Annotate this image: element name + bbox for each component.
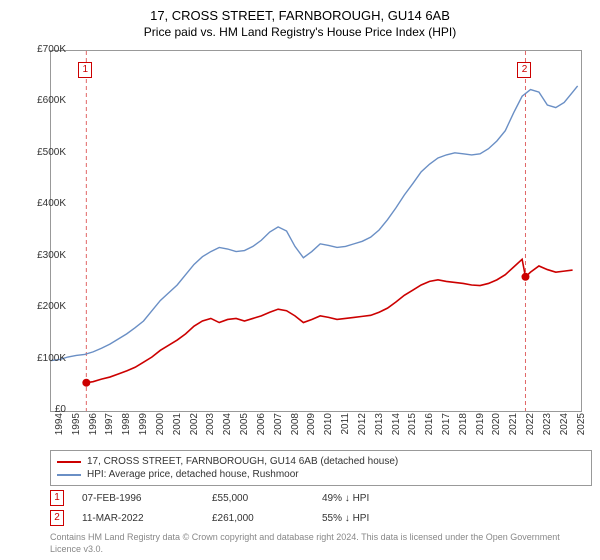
x-axis-label: 2004	[222, 413, 233, 443]
x-axis-label: 2012	[357, 413, 368, 443]
x-axis-label: 2025	[576, 413, 587, 443]
x-axis-label: 2017	[441, 413, 452, 443]
x-axis-label: 2007	[273, 413, 284, 443]
x-axis-label: 2018	[458, 413, 469, 443]
series-hpi	[51, 86, 578, 361]
data-point-marker	[521, 273, 529, 281]
transaction-row: 1 07-FEB-1996£55,00049% ↓ HPI	[50, 490, 580, 506]
transaction-date: 07-FEB-1996	[82, 493, 212, 504]
x-axis-label: 2020	[491, 413, 502, 443]
x-axis-label: 1996	[88, 413, 99, 443]
marker-box: 2	[50, 510, 64, 526]
x-axis-label: 2009	[306, 413, 317, 443]
series-price_paid	[86, 259, 572, 382]
x-axis-label: 2024	[559, 413, 570, 443]
transaction-hpi-delta: 55% ↓ HPI	[322, 513, 472, 524]
transaction-price: £261,000	[212, 513, 322, 524]
x-axis-label: 2005	[239, 413, 250, 443]
x-axis-label: 2010	[323, 413, 334, 443]
x-axis-label: 2021	[508, 413, 519, 443]
x-axis-label: 1997	[104, 413, 115, 443]
x-axis-label: 2006	[256, 413, 267, 443]
legend-swatch	[57, 461, 81, 463]
footnote: Contains HM Land Registry data © Crown c…	[50, 532, 570, 555]
x-axis-label: 1995	[71, 413, 82, 443]
x-axis-label: 2022	[525, 413, 536, 443]
y-axis-label: £500K	[18, 147, 66, 158]
x-axis-label: 2000	[155, 413, 166, 443]
y-axis-label: £200K	[18, 301, 66, 312]
x-axis-label: 1998	[121, 413, 132, 443]
x-axis-label: 2001	[172, 413, 183, 443]
x-axis-label: 2023	[542, 413, 553, 443]
x-axis-label: 2008	[290, 413, 301, 443]
transaction-price: £55,000	[212, 493, 322, 504]
x-axis-label: 2002	[189, 413, 200, 443]
y-axis-label: £300K	[18, 250, 66, 261]
marker-box: 2	[517, 62, 531, 78]
legend-item: HPI: Average price, detached house, Rush…	[57, 468, 585, 481]
y-axis-label: £700K	[18, 44, 66, 55]
x-axis-label: 2015	[407, 413, 418, 443]
x-axis-label: 2013	[374, 413, 385, 443]
x-axis-label: 1994	[54, 413, 65, 443]
y-axis-label: £400K	[18, 198, 66, 209]
transaction-row: 2 11-MAR-2022£261,00055% ↓ HPI	[50, 510, 580, 526]
x-axis-label: 2016	[424, 413, 435, 443]
x-axis-label: 2003	[205, 413, 216, 443]
marker-box: 1	[78, 62, 92, 78]
transaction-date: 11-MAR-2022	[82, 513, 212, 524]
x-axis-label: 2019	[475, 413, 486, 443]
chart-plot-area	[50, 50, 582, 412]
x-axis-label: 2014	[391, 413, 402, 443]
chart-title: 17, CROSS STREET, FARNBOROUGH, GU14 6AB	[0, 0, 600, 23]
chart-subtitle: Price paid vs. HM Land Registry's House …	[0, 23, 600, 39]
legend: 17, CROSS STREET, FARNBOROUGH, GU14 6AB …	[50, 450, 592, 486]
legend-item: 17, CROSS STREET, FARNBOROUGH, GU14 6AB …	[57, 455, 585, 468]
transaction-hpi-delta: 49% ↓ HPI	[322, 493, 472, 504]
y-axis-label: £600K	[18, 95, 66, 106]
data-point-marker	[82, 379, 90, 387]
y-axis-label: £100K	[18, 353, 66, 364]
x-axis-label: 2011	[340, 413, 351, 443]
legend-label: HPI: Average price, detached house, Rush…	[87, 469, 299, 480]
legend-swatch	[57, 474, 81, 476]
marker-box: 1	[50, 490, 64, 506]
chart-svg	[51, 51, 581, 411]
x-axis-label: 1999	[138, 413, 149, 443]
legend-label: 17, CROSS STREET, FARNBOROUGH, GU14 6AB …	[87, 456, 398, 467]
